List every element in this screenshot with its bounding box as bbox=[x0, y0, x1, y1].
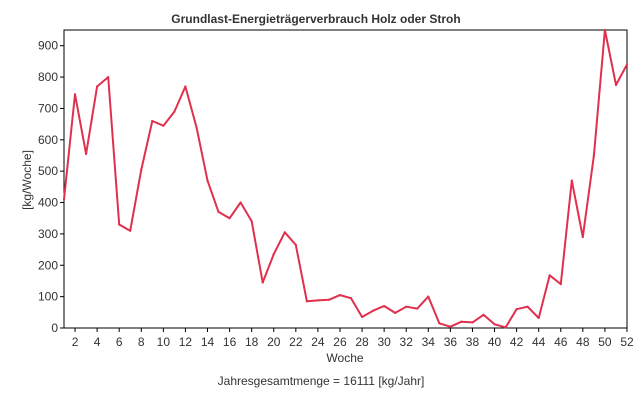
data-point-week-28 bbox=[360, 315, 364, 319]
data-point-week-21 bbox=[283, 231, 286, 234]
x-tick-label-26: 26 bbox=[333, 335, 347, 349]
data-point-week-7 bbox=[129, 229, 132, 232]
data-point-week-10 bbox=[162, 124, 165, 127]
x-tick-label-22: 22 bbox=[289, 335, 303, 349]
y-tick-label-300: 300 bbox=[38, 227, 58, 241]
data-point-week-5 bbox=[107, 75, 110, 79]
x-tick-label-12: 12 bbox=[179, 335, 193, 349]
data-point-week-50 bbox=[603, 28, 607, 32]
x-tick-label-16: 16 bbox=[223, 335, 237, 349]
data-point-week-44 bbox=[537, 316, 540, 320]
data-point-week-35 bbox=[438, 322, 441, 325]
x-tick-label-2: 2 bbox=[72, 335, 79, 349]
data-point-week-18 bbox=[250, 220, 253, 223]
data-point-week-19 bbox=[261, 281, 264, 284]
data-point-week-40 bbox=[493, 323, 496, 326]
x-tick-label-48: 48 bbox=[576, 335, 590, 349]
data-point-week-26 bbox=[338, 293, 342, 297]
data-point-week-32 bbox=[405, 305, 408, 308]
x-tick-label-8: 8 bbox=[138, 335, 145, 349]
x-tick-label-14: 14 bbox=[201, 335, 215, 349]
chart-title: Grundlast-Energieträgerverbrauch Holz od… bbox=[171, 12, 460, 26]
x-tick-label-32: 32 bbox=[400, 335, 414, 349]
y-tick-label-400: 400 bbox=[38, 196, 58, 210]
y-tick-label-0: 0 bbox=[51, 321, 58, 335]
data-point-week-4 bbox=[96, 85, 99, 88]
footer-total: Jahresgesamtmenge = 16111 [kg/Jahr] bbox=[218, 374, 425, 388]
data-point-week-12 bbox=[184, 85, 187, 88]
y-axis-title: [kg/Woche] bbox=[20, 150, 34, 210]
data-point-week-8 bbox=[140, 168, 143, 171]
x-tick-label-30: 30 bbox=[377, 335, 391, 349]
data-point-week-33 bbox=[416, 307, 419, 310]
data-point-week-1 bbox=[62, 198, 66, 201]
data-point-week-14 bbox=[206, 179, 209, 182]
data-point-week-11 bbox=[173, 110, 176, 113]
y-tick-label-900: 900 bbox=[38, 39, 58, 53]
data-point-week-15 bbox=[217, 210, 220, 214]
y-tick-label-100: 100 bbox=[38, 290, 58, 304]
data-point-week-20 bbox=[272, 253, 275, 256]
x-tick-label-50: 50 bbox=[598, 335, 612, 349]
x-tick-label-28: 28 bbox=[355, 335, 369, 349]
x-tick-label-20: 20 bbox=[267, 335, 281, 349]
data-point-week-22 bbox=[294, 243, 297, 246]
data-point-week-34 bbox=[427, 295, 430, 298]
data-point-week-23 bbox=[305, 300, 308, 303]
data-point-week-27 bbox=[349, 297, 353, 300]
data-point-week-45 bbox=[548, 274, 551, 277]
plot-frame bbox=[63, 29, 628, 329]
data-point-week-16 bbox=[228, 217, 231, 220]
y-tick-label-700: 700 bbox=[38, 101, 58, 115]
data-point-week-29 bbox=[371, 309, 375, 312]
x-tick-label-42: 42 bbox=[510, 335, 524, 349]
data-point-week-39 bbox=[482, 313, 485, 316]
series-line-0 bbox=[63, 29, 628, 329]
data-point-week-31 bbox=[394, 311, 397, 315]
data-point-week-49 bbox=[592, 154, 595, 157]
x-tick-label-10: 10 bbox=[157, 335, 171, 349]
data-point-week-36 bbox=[449, 325, 452, 328]
x-axis-title: Woche bbox=[326, 351, 363, 365]
x-tick-label-6: 6 bbox=[116, 335, 123, 349]
x-tick-label-52: 52 bbox=[620, 335, 634, 349]
data-point-week-30 bbox=[383, 304, 386, 308]
x-tick-label-46: 46 bbox=[554, 335, 568, 349]
x-tick-label-44: 44 bbox=[532, 335, 546, 349]
data-point-week-25 bbox=[327, 298, 331, 301]
data-point-week-2 bbox=[73, 93, 77, 96]
data-point-week-47 bbox=[570, 179, 573, 182]
x-tick-label-24: 24 bbox=[311, 335, 325, 349]
data-point-week-9 bbox=[151, 119, 154, 123]
data-point-week-17 bbox=[239, 201, 242, 204]
x-tick-label-18: 18 bbox=[245, 335, 259, 349]
x-tick-label-40: 40 bbox=[488, 335, 502, 349]
y-tick-label-500: 500 bbox=[38, 164, 58, 178]
data-point-week-24 bbox=[316, 299, 320, 302]
x-tick-label-38: 38 bbox=[466, 335, 480, 349]
x-tick-label-36: 36 bbox=[444, 335, 458, 349]
data-point-week-52 bbox=[625, 63, 629, 66]
data-point-week-46 bbox=[559, 282, 562, 286]
data-point-week-41 bbox=[504, 326, 507, 329]
y-tick-label-600: 600 bbox=[38, 133, 58, 147]
y-tick-label-200: 200 bbox=[38, 258, 58, 272]
data-point-week-43 bbox=[526, 305, 529, 308]
data-point-week-38 bbox=[471, 321, 474, 324]
data-point-week-42 bbox=[515, 308, 518, 311]
x-tick-label-34: 34 bbox=[422, 335, 436, 349]
y-tick-label-800: 800 bbox=[38, 70, 58, 84]
data-point-week-6 bbox=[118, 223, 121, 226]
data-point-week-3 bbox=[84, 152, 88, 156]
x-tick-label-4: 4 bbox=[94, 335, 101, 349]
data-point-week-51 bbox=[614, 83, 618, 86]
data-point-week-13 bbox=[195, 126, 198, 129]
data-point-week-37 bbox=[460, 320, 463, 323]
data-point-week-48 bbox=[581, 235, 584, 239]
